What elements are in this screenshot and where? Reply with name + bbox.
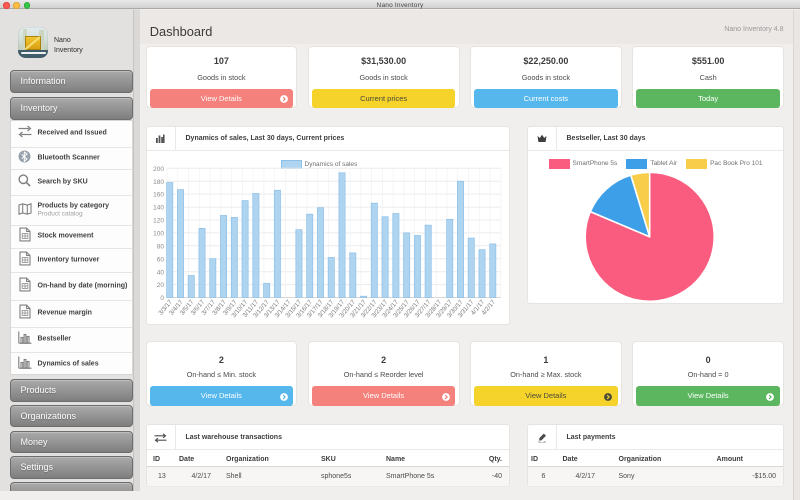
svg-text:40: 40 [156, 269, 164, 276]
svg-text:60: 60 [156, 256, 164, 263]
svg-text:120: 120 [153, 218, 164, 225]
svg-text:20: 20 [156, 282, 164, 289]
svg-text:160: 160 [153, 192, 164, 199]
svg-text:140: 140 [153, 205, 164, 212]
svg-text:0: 0 [160, 295, 164, 302]
svg-text:100: 100 [153, 231, 164, 238]
svg-text:80: 80 [156, 244, 164, 251]
svg-text:180: 180 [153, 179, 164, 186]
svg-text:200: 200 [153, 166, 164, 173]
